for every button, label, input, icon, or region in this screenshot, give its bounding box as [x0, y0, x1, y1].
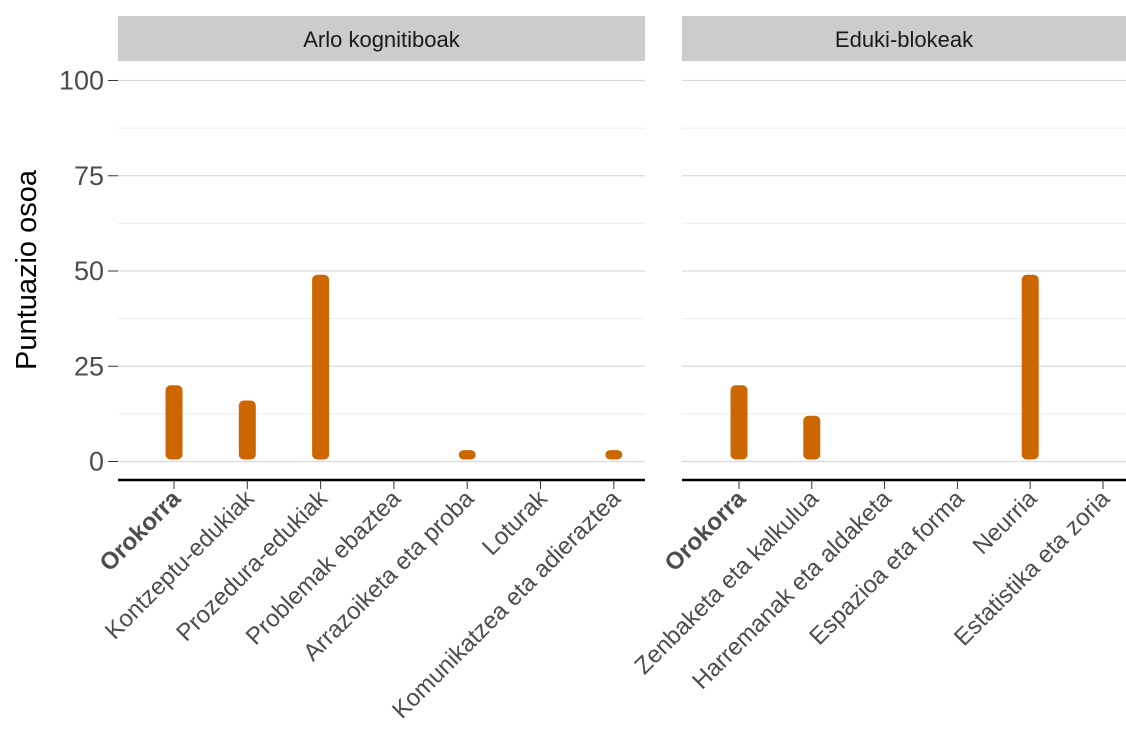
bar — [165, 385, 183, 460]
bar — [1021, 274, 1039, 460]
panel-arlo-kognitiboak: Arlo kognitiboakOrokorraKontzeptu-edukia… — [95, 16, 645, 724]
y-axis: 0 25 50 75 100 — [59, 66, 118, 477]
y-tick-label: 75 — [74, 161, 104, 191]
y-tick-label: 0 — [89, 447, 104, 477]
panel-title: Arlo kognitiboak — [303, 27, 461, 52]
bar — [803, 415, 821, 460]
y-tick-label: 50 — [74, 256, 104, 286]
bar — [605, 450, 623, 460]
panel-strip — [118, 16, 645, 61]
bar — [730, 385, 748, 460]
panel-strip — [682, 16, 1126, 61]
panel-title: Eduki-blokeak — [835, 27, 974, 52]
y-tick-label: 100 — [59, 66, 104, 96]
y-tick-label: 25 — [74, 351, 104, 381]
bar — [238, 400, 256, 460]
bar — [458, 450, 476, 460]
y-axis-title: Puntuazio osoa — [11, 169, 43, 370]
bar — [312, 274, 330, 460]
